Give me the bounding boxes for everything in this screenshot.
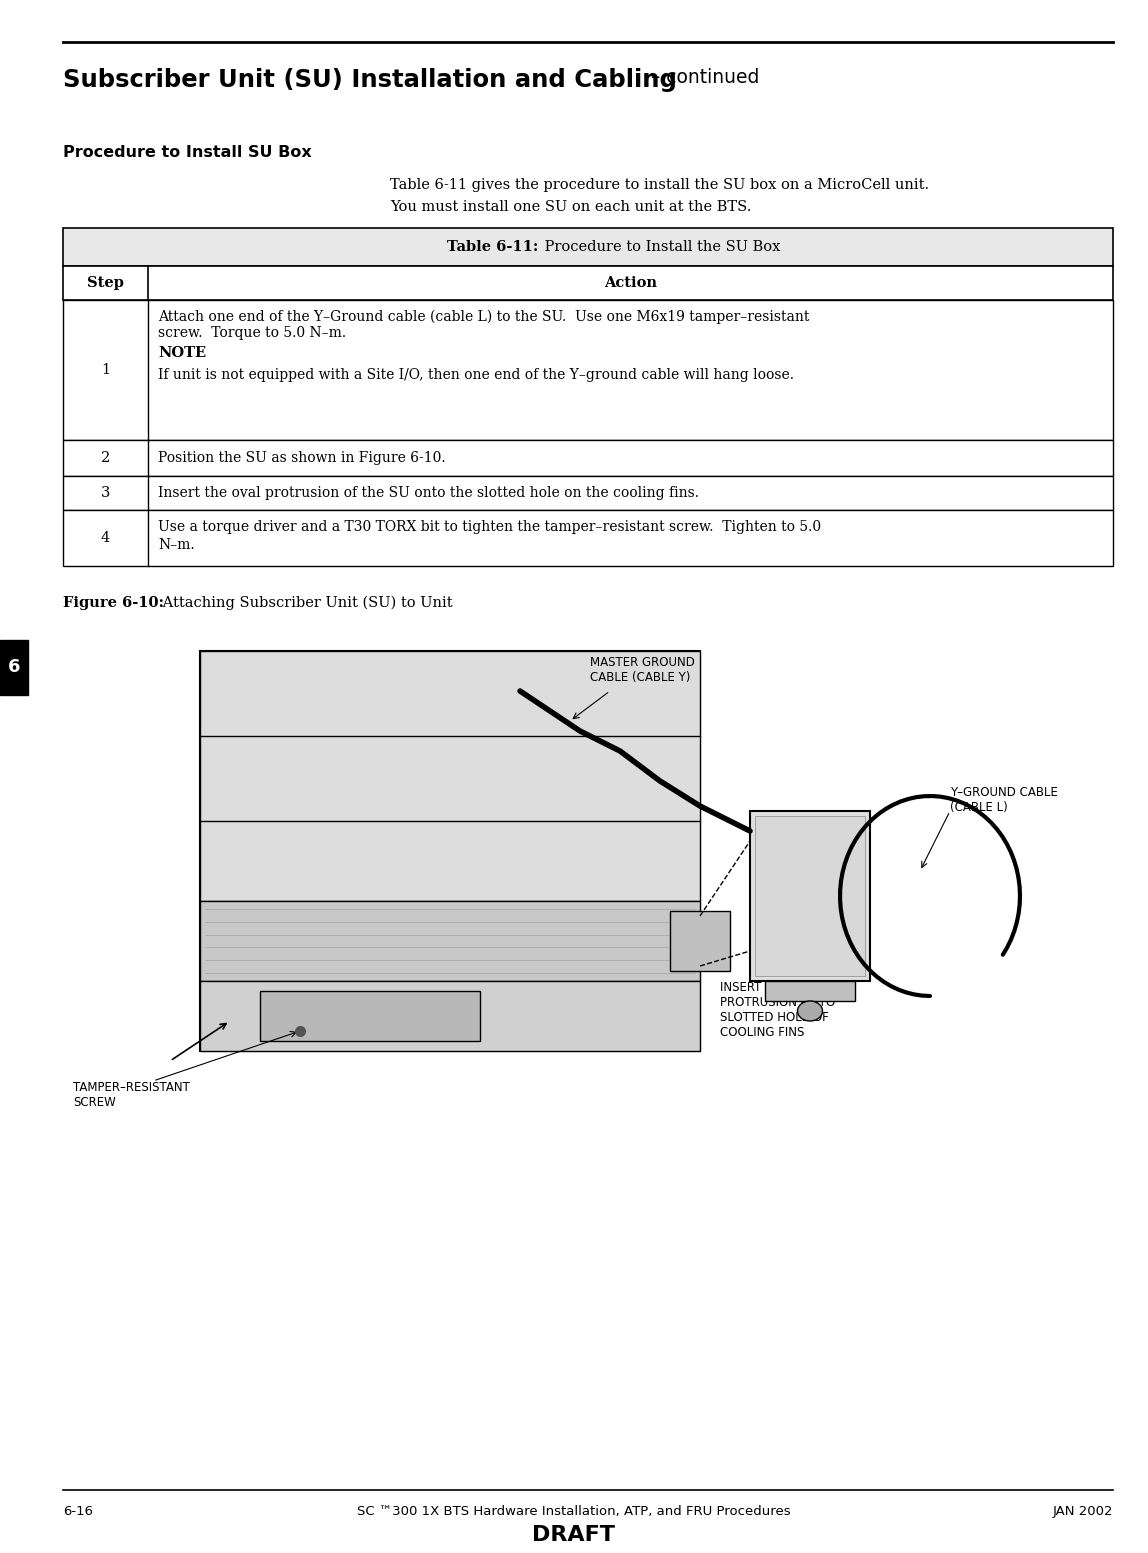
Bar <box>259 991 480 1041</box>
Text: If unit is not equipped with a Site I/O, then one end of the Y–ground cable will: If unit is not equipped with a Site I/O,… <box>158 368 794 382</box>
Text: 2: 2 <box>101 450 110 464</box>
Bar <box>63 477 1114 509</box>
Text: 6-16: 6-16 <box>63 1505 93 1517</box>
Bar <box>63 300 1114 439</box>
Text: You must install one SU on each unit at the BTS.: You must install one SU on each unit at … <box>390 200 752 214</box>
Text: Subscriber Unit (SU) Installation and Cabling: Subscriber Unit (SU) Installation and Ca… <box>63 68 677 92</box>
Text: Use a torque driver and a T30 TORX bit to tighten the tamper–resistant screw.  T: Use a torque driver and a T30 TORX bit t… <box>158 520 821 534</box>
Bar <box>200 981 700 1051</box>
Bar <box>750 811 870 981</box>
Text: Table 6-11:: Table 6-11: <box>447 241 538 255</box>
Text: INSERT OVAL
PROTRUSION ONTO
SLOTTED HOLE OF
COOLING FINS: INSERT OVAL PROTRUSION ONTO SLOTTED HOLE… <box>720 981 836 1039</box>
Text: – continued: – continued <box>645 68 759 87</box>
Text: 3: 3 <box>101 486 110 500</box>
Text: Position the SU as shown in Figure 6-10.: Position the SU as shown in Figure 6-10. <box>158 450 445 464</box>
Text: Action: Action <box>604 276 657 290</box>
Text: 1: 1 <box>101 363 110 377</box>
Bar <box>200 651 700 901</box>
Bar <box>63 509 1114 565</box>
Text: SC ™300 1X BTS Hardware Installation, ATP, and FRU Procedures: SC ™300 1X BTS Hardware Installation, AT… <box>357 1505 791 1517</box>
Text: screw.  Torque to 5.0 N–m.: screw. Torque to 5.0 N–m. <box>158 326 347 340</box>
Text: Y–GROUND CABLE
(CABLE L): Y–GROUND CABLE (CABLE L) <box>951 786 1057 814</box>
Text: TAMPER–RESISTANT
SCREW: TAMPER–RESISTANT SCREW <box>73 1081 189 1109</box>
Text: Attaching Subscriber Unit (SU) to Unit: Attaching Subscriber Unit (SU) to Unit <box>158 596 452 610</box>
Bar <box>63 439 1114 477</box>
Bar <box>755 815 864 975</box>
Ellipse shape <box>798 1002 822 1020</box>
Text: DRAFT: DRAFT <box>533 1525 615 1545</box>
Bar <box>200 651 700 1051</box>
Text: Table 6-11 gives the procedure to install the SU box on a MicroCell unit.: Table 6-11 gives the procedure to instal… <box>390 179 929 193</box>
Text: MASTER GROUND
CABLE (CABLE Y): MASTER GROUND CABLE (CABLE Y) <box>590 655 695 683</box>
Bar <box>670 912 730 971</box>
Bar <box>765 981 855 1002</box>
Text: Figure 6-10:: Figure 6-10: <box>63 596 164 610</box>
Text: Insert the oval protrusion of the SU onto the slotted hole on the cooling fins.: Insert the oval protrusion of the SU ont… <box>158 486 699 500</box>
Bar <box>200 901 700 981</box>
Bar <box>63 266 1114 300</box>
Text: Step: Step <box>87 276 124 290</box>
Bar <box>63 228 1114 266</box>
Text: Procedure to Install SU Box: Procedure to Install SU Box <box>63 144 312 160</box>
Text: N–m.: N–m. <box>158 537 195 551</box>
Text: 4: 4 <box>101 531 110 545</box>
Text: JAN 2002: JAN 2002 <box>1053 1505 1114 1517</box>
Text: Attach one end of the Y–Ground cable (cable L) to the SU.  Use one M6x19 tamper–: Attach one end of the Y–Ground cable (ca… <box>158 311 809 325</box>
Text: NOTE: NOTE <box>158 346 207 360</box>
Text: Procedure to Install the SU Box: Procedure to Install the SU Box <box>540 241 781 255</box>
Bar <box>0 640 28 696</box>
Text: 6: 6 <box>8 658 21 677</box>
